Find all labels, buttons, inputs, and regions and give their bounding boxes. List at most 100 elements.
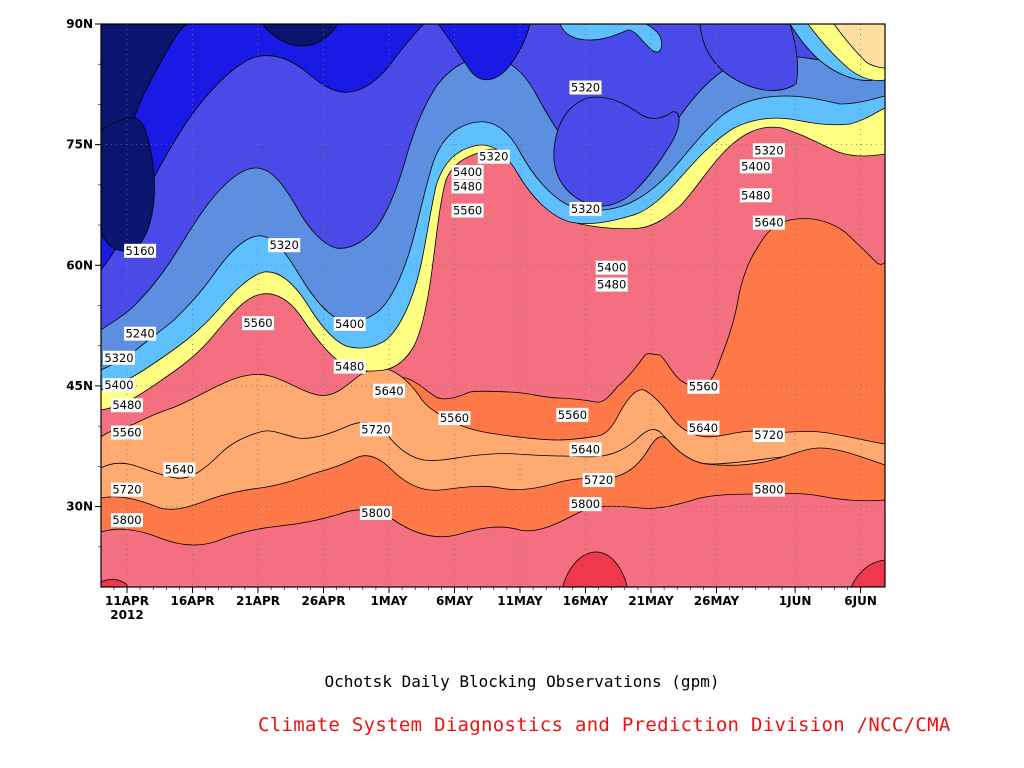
contour-band <box>699 24 798 91</box>
chart-title: Ochotsk Daily Blocking Observations (gpm… <box>324 672 720 691</box>
x-tick-label: 1MAY <box>370 594 407 608</box>
y-tick-label: 60N <box>66 258 93 272</box>
contour-label-text: 5640 <box>689 421 718 435</box>
y-tick-label: 45N <box>66 379 93 393</box>
y-tick-label: 75N <box>66 138 93 152</box>
contour-label: 5320 <box>569 201 602 216</box>
contour-label: 5800 <box>111 513 143 528</box>
contour-label-text: 5400 <box>741 159 770 173</box>
contour-label-text: 5800 <box>571 497 600 511</box>
contour-label: 5720 <box>582 473 615 488</box>
contour-label: 5800 <box>359 506 392 521</box>
contour-label-bg <box>103 350 135 365</box>
contour-band <box>261 24 339 47</box>
contour-label-bg <box>752 215 785 230</box>
contour-label-text: 5640 <box>571 442 600 456</box>
contour-label-bg <box>103 378 135 393</box>
contour-label-bg <box>752 427 785 442</box>
contour-label-text: 5320 <box>571 81 600 95</box>
contour-label-text: 5320 <box>571 202 600 216</box>
contour-label-bg <box>111 425 143 440</box>
contour-label: 5400 <box>333 316 366 331</box>
contour-label: 5560 <box>438 411 471 426</box>
contour-band <box>437 24 531 81</box>
contour-label: 5240 <box>124 326 157 341</box>
contour-label: 5720 <box>752 427 785 442</box>
contour-label-bg <box>268 238 301 253</box>
contour-label-text: 5320 <box>270 238 299 252</box>
contour-label: 5320 <box>752 143 785 158</box>
contour-label-text: 5560 <box>440 411 469 425</box>
contour-label-bg <box>752 143 785 158</box>
contour-label-text: 5480 <box>335 360 364 374</box>
contour-label: 5480 <box>111 398 143 413</box>
contour-label-bg <box>595 260 628 275</box>
contour-label-text: 5560 <box>689 380 718 394</box>
contour-fill-layer <box>101 24 885 587</box>
contour-label-bg <box>124 243 157 258</box>
contour-label-bg <box>752 482 785 497</box>
contour-band <box>559 24 662 53</box>
contour-label: 5400 <box>103 378 135 393</box>
contour-label-text: 5320 <box>104 351 133 365</box>
contour-label-text: 5720 <box>361 422 390 436</box>
contour-label-bg <box>477 149 510 164</box>
contour-label-bg <box>111 513 143 528</box>
contour-label-bg <box>373 383 405 398</box>
contour-label: 5640 <box>752 215 785 230</box>
contour-label: 5480 <box>451 179 484 194</box>
contour-label-text: 5560 <box>112 426 141 440</box>
contour-label-bg <box>333 359 366 374</box>
x-tick-label: 26APR <box>301 594 345 608</box>
contour-label-text: 5720 <box>112 483 141 497</box>
contour-label: 5400 <box>739 159 772 174</box>
contour-label: 5800 <box>752 482 785 497</box>
contour-band <box>562 551 628 587</box>
contour-label-bg <box>359 506 392 521</box>
contour-band <box>850 559 885 587</box>
contour-label-bg <box>451 164 484 179</box>
contour-label-bg <box>556 407 589 422</box>
contour-label-bg <box>569 442 602 457</box>
contour-label-text: 5800 <box>361 506 390 520</box>
x-tick-label: 6MAY <box>436 594 473 608</box>
contour-label: 5560 <box>111 425 143 440</box>
contour-band <box>101 117 155 252</box>
x-tick-label: 21APR <box>236 594 280 608</box>
contour-label: 5400 <box>451 164 484 179</box>
contour-label-text: 5480 <box>453 179 482 193</box>
contour-label-text: 5640 <box>374 384 403 398</box>
contour-label-text: 5720 <box>754 428 783 442</box>
contour-label-text: 5240 <box>125 327 154 341</box>
contour-label: 5720 <box>111 482 143 497</box>
x-tick-label: 11APR <box>105 594 149 608</box>
x-tick-label: 6JUN <box>844 594 877 608</box>
contour-label-text: 5480 <box>112 398 141 412</box>
x-tick-label: 21MAY <box>628 594 674 608</box>
contour-label: 5560 <box>451 203 484 218</box>
contour-label-text: 5400 <box>104 378 133 392</box>
contour-label: 5560 <box>556 407 589 422</box>
contour-label-bg <box>124 326 157 341</box>
contour-label-bg <box>163 462 196 477</box>
contour-label-text: 5320 <box>479 150 508 164</box>
contour-label-text: 5560 <box>243 316 272 330</box>
contour-label-text: 5320 <box>754 143 783 157</box>
contour-label: 5560 <box>687 379 720 394</box>
contour-label-bg <box>569 497 602 512</box>
contour-label-text: 5480 <box>741 188 770 202</box>
contour-label: 5720 <box>359 422 392 437</box>
contour-label-text: 5640 <box>165 463 194 477</box>
grid-layer <box>101 24 885 587</box>
contour-label-text: 5800 <box>112 513 141 527</box>
contour-label-bg <box>739 159 772 174</box>
x-tick-label: 26MAY <box>694 594 740 608</box>
contour-label-bg <box>242 316 274 331</box>
contour-label-bg <box>111 482 143 497</box>
contour-label: 5320 <box>268 238 301 253</box>
contour-label: 5320 <box>477 149 510 164</box>
x-tick-label: 16APR <box>170 594 214 608</box>
contour-label-text: 5400 <box>597 261 626 275</box>
